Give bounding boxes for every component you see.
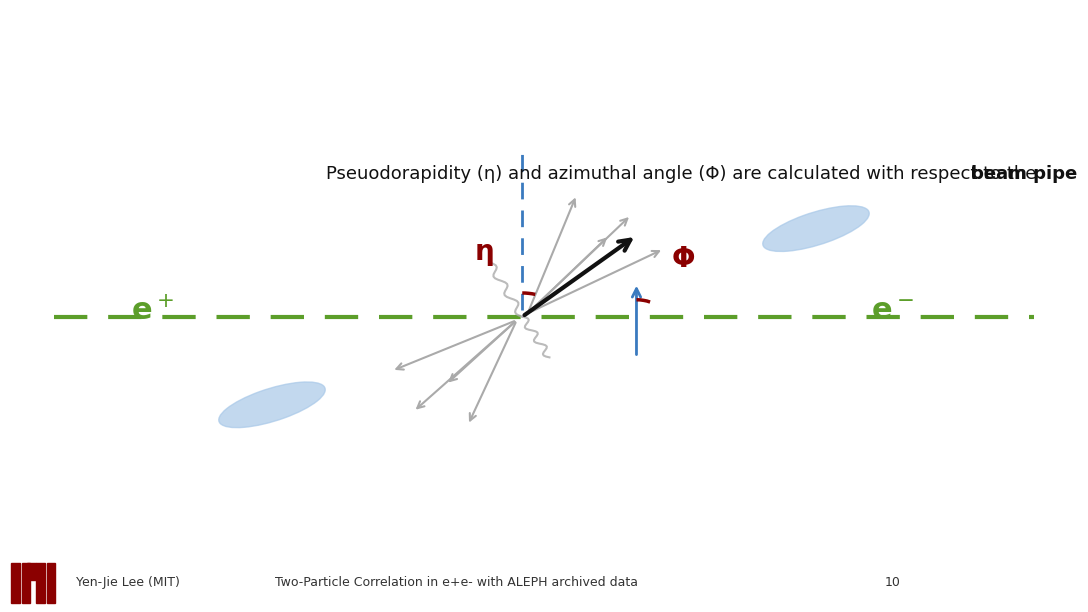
Text: η: η: [474, 238, 494, 266]
Bar: [47, 562, 55, 603]
Bar: [22, 562, 30, 603]
Text: 10: 10: [885, 577, 900, 589]
Text: e$^+$: e$^+$: [131, 297, 174, 326]
Text: beam pipe: beam pipe: [972, 165, 1077, 184]
Text: e$^-$: e$^-$: [870, 297, 914, 326]
Bar: [11, 562, 20, 603]
Text: Beam Axis Analysis: Beam Axis Analysis: [271, 16, 817, 64]
Text: Φ: Φ: [671, 245, 695, 273]
Text: Yen-Jie Lee (MIT): Yen-Jie Lee (MIT): [76, 577, 180, 589]
Text: Pseuodorapidity (η) and azimuthal angle (Φ) are calculated with respect to the: Pseuodorapidity (η) and azimuthal angle …: [326, 165, 1042, 184]
Bar: [36, 562, 45, 603]
Ellipse shape: [219, 382, 325, 428]
Bar: [27, 562, 36, 580]
Ellipse shape: [763, 206, 869, 252]
Text: Two-Particle Correlation in e+e- with ALEPH archived data: Two-Particle Correlation in e+e- with AL…: [275, 577, 639, 589]
